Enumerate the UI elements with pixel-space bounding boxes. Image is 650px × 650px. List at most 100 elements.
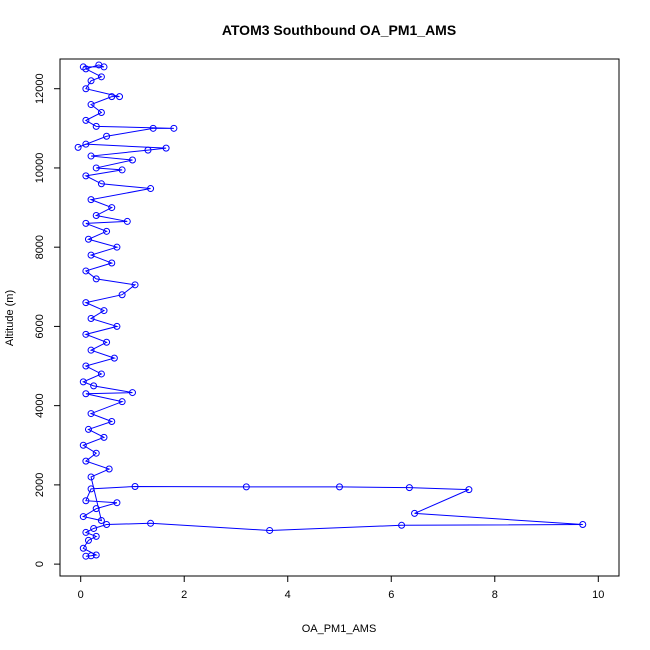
y-tick-label: 10000 bbox=[34, 153, 46, 184]
data-point bbox=[162, 144, 170, 152]
data-point bbox=[92, 551, 100, 559]
y-axis-label: Altitude (m) bbox=[4, 290, 16, 346]
y-tick-label: 2000 bbox=[34, 473, 46, 497]
data-point bbox=[82, 362, 90, 370]
data-point bbox=[82, 497, 90, 505]
y-tick-label: 12000 bbox=[34, 73, 46, 104]
data-point bbox=[116, 93, 124, 101]
y-axis: 0 2000 4000 6000 8000 10000 12000 bbox=[34, 73, 60, 567]
data-point bbox=[103, 132, 111, 140]
data-point bbox=[79, 378, 87, 386]
y-tick-label: 4000 bbox=[34, 393, 46, 417]
data-point bbox=[118, 291, 126, 299]
data-point bbox=[87, 152, 95, 160]
data-point bbox=[82, 390, 90, 398]
data-point bbox=[92, 532, 100, 540]
data-point bbox=[266, 526, 274, 534]
data-point bbox=[84, 425, 92, 433]
data-point bbox=[113, 322, 121, 330]
data-point bbox=[113, 243, 121, 251]
data-point bbox=[82, 219, 90, 227]
x-axis-label: OA_PM1_AMS bbox=[302, 623, 377, 635]
data-point bbox=[108, 417, 116, 425]
data-point bbox=[92, 275, 100, 283]
data-point bbox=[100, 433, 108, 441]
data-point bbox=[398, 521, 406, 529]
data-point bbox=[82, 457, 90, 465]
data-point bbox=[74, 143, 82, 151]
data-point bbox=[108, 259, 116, 267]
y-tick-label: 6000 bbox=[34, 314, 46, 338]
data-point bbox=[465, 486, 473, 494]
x-tick-label: 0 bbox=[78, 589, 84, 601]
data-point bbox=[87, 552, 95, 560]
data-point bbox=[79, 63, 87, 71]
data-point bbox=[128, 389, 136, 397]
data-point bbox=[82, 330, 90, 338]
data-point bbox=[92, 164, 100, 172]
data-point bbox=[131, 281, 139, 289]
data-point bbox=[84, 536, 92, 544]
data-point bbox=[108, 93, 116, 101]
data-point bbox=[147, 519, 155, 527]
x-axis: 0 2 4 6 8 10 bbox=[78, 576, 604, 601]
data-point bbox=[90, 382, 98, 390]
data-point bbox=[87, 473, 95, 481]
data-point bbox=[105, 465, 113, 473]
data-point bbox=[87, 314, 95, 322]
data-point bbox=[82, 299, 90, 307]
data-point bbox=[149, 124, 157, 132]
data-point bbox=[97, 370, 105, 378]
data-point bbox=[97, 517, 105, 525]
data-point bbox=[108, 204, 116, 212]
data-point bbox=[79, 544, 87, 552]
data-point bbox=[87, 101, 95, 109]
data-point bbox=[87, 485, 95, 493]
plot-frame bbox=[59, 58, 620, 577]
series-points bbox=[74, 61, 587, 560]
data-point bbox=[128, 156, 136, 164]
data-point bbox=[242, 483, 250, 491]
data-point bbox=[82, 116, 90, 124]
data-point bbox=[79, 441, 87, 449]
data-point bbox=[170, 124, 178, 132]
x-tick-label: 10 bbox=[592, 589, 604, 601]
series-path bbox=[77, 64, 583, 557]
y-tick-label: 0 bbox=[34, 561, 46, 567]
data-point bbox=[131, 482, 139, 490]
data-point bbox=[82, 267, 90, 275]
data-point bbox=[97, 180, 105, 188]
x-tick-label: 2 bbox=[181, 589, 187, 601]
data-point bbox=[103, 520, 111, 528]
x-tick-label: 6 bbox=[388, 589, 394, 601]
data-point bbox=[579, 520, 587, 528]
data-point bbox=[92, 211, 100, 219]
data-point bbox=[82, 552, 90, 560]
data-point bbox=[103, 338, 111, 346]
data-point bbox=[82, 172, 90, 180]
data-point bbox=[144, 146, 152, 154]
data-point bbox=[87, 346, 95, 354]
x-tick-label: 8 bbox=[492, 589, 498, 601]
data-point bbox=[405, 484, 413, 492]
data-point bbox=[92, 449, 100, 457]
data-point bbox=[82, 85, 90, 93]
data-point bbox=[97, 73, 105, 81]
y-tick-label: 8000 bbox=[34, 235, 46, 259]
data-point bbox=[82, 528, 90, 536]
data-point bbox=[87, 410, 95, 418]
data-point bbox=[97, 108, 105, 116]
data-point bbox=[100, 63, 108, 71]
data-point bbox=[87, 196, 95, 204]
data-point bbox=[79, 513, 87, 521]
chart-title: ATOM3 Southbound OA_PM1_AMS bbox=[222, 22, 456, 38]
data-point bbox=[92, 122, 100, 130]
data-point bbox=[84, 235, 92, 243]
data-point bbox=[90, 524, 98, 532]
x-tick-label: 4 bbox=[285, 589, 291, 601]
data-point bbox=[100, 307, 108, 315]
data-point bbox=[87, 77, 95, 85]
data-point bbox=[87, 251, 95, 259]
